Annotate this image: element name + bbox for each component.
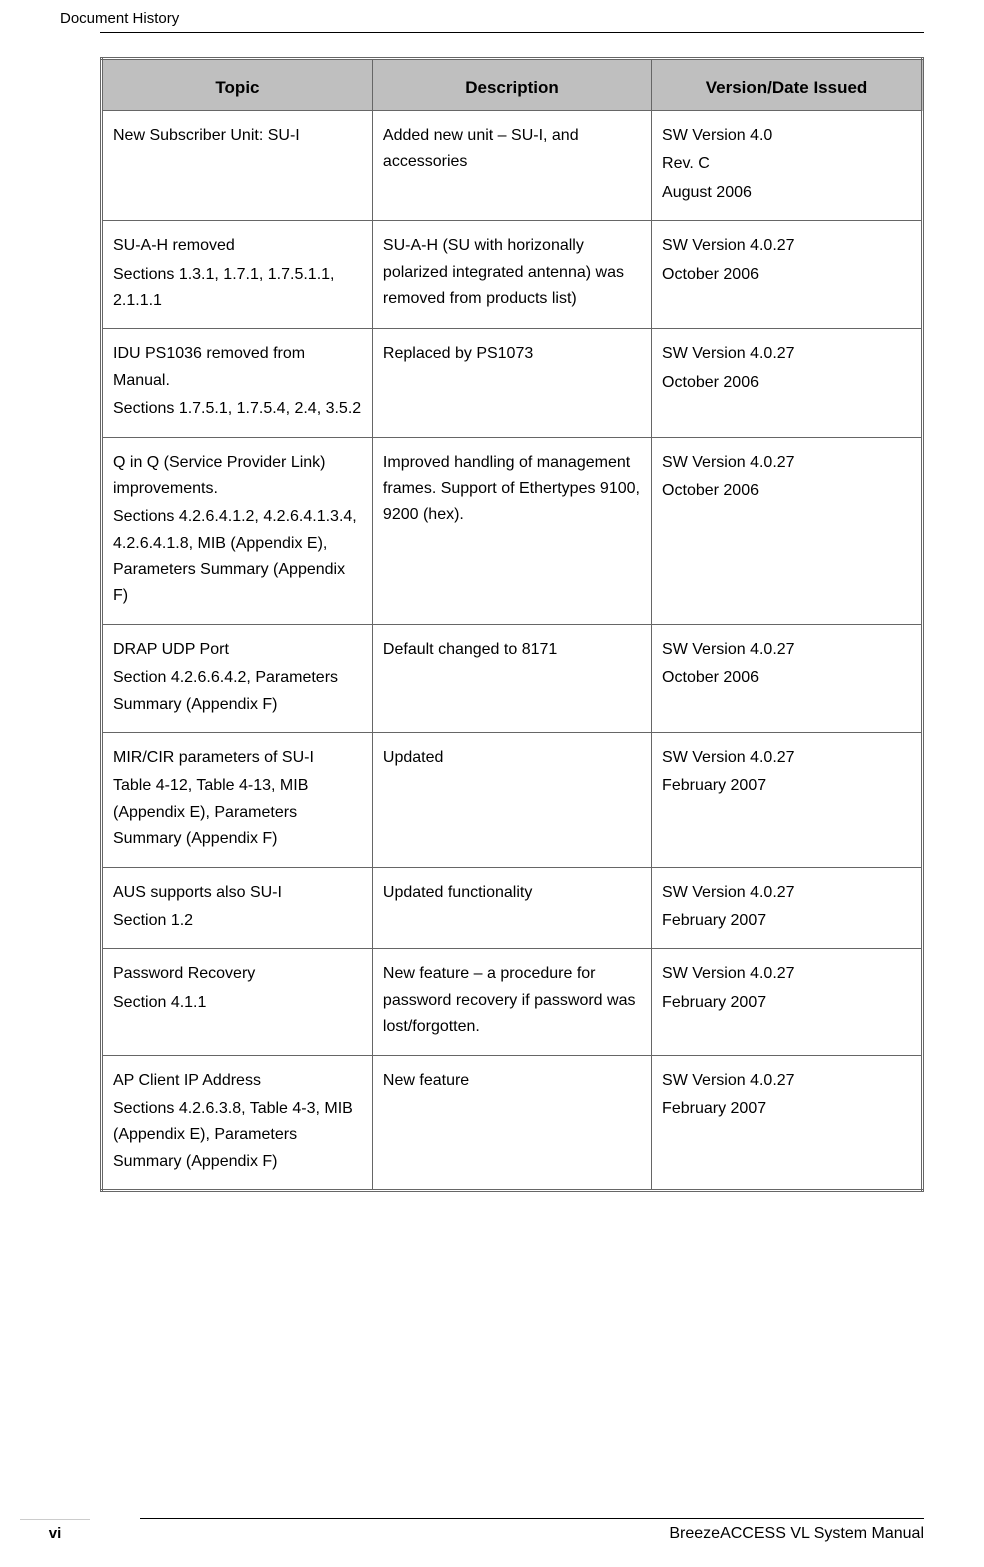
cell-topic: AP Client IP AddressSections 4.2.6.3.8, … [102,1055,373,1191]
cell-version-text: February 2007 [662,990,911,1016]
cell-topic: Password Recovery Section 4.1.1 [102,949,373,1055]
header-title: Document History [60,10,179,27]
cell-description: Updated [372,733,651,868]
col-header-topic: Topic [102,59,373,111]
cell-version: SW Version 4.0.27 February 2007 [652,949,923,1055]
cell-topic: SU-A-H removed Sections 1.3.1, 1.7.1, 1.7… [102,221,373,329]
cell-description-text: Added new unit – SU-I, and accessories [383,123,641,176]
cell-version: SW Version 4.0.27February 2007 [652,867,923,949]
cell-version-text: SW Version 4.0.27 [662,233,911,259]
cell-topic-text: AP Client IP Address [113,1068,362,1094]
cell-topic-text: SU-A-H removed [113,233,362,259]
cell-topic-text: Sections 4.2.6.3.8, Table 4-3, MIB (Appe… [113,1096,362,1175]
cell-topic-text: Password Recovery [113,961,362,987]
cell-version-text: SW Version 4.0 [662,123,911,149]
cell-version: SW Version 4.0.27 October 2006 [652,221,923,329]
cell-topic-text: Q in Q (Service Provider Link) improveme… [113,450,362,503]
cell-version: SW Version 4.0.27February 2007 [652,733,923,868]
cell-description: New feature – a procedure for password r… [372,949,651,1055]
cell-version-text: SW Version 4.0.27 [662,1068,911,1094]
cell-description-text: Replaced by PS1073 [383,341,641,367]
col-header-version: Version/Date Issued [652,59,923,111]
table-row: Q in Q (Service Provider Link) improveme… [102,437,923,624]
cell-version-text: August 2006 [662,180,911,206]
cell-topic: New Subscriber Unit: SU-I [102,111,373,221]
cell-version-text: October 2006 [662,665,911,691]
table-row: AUS supports also SU-ISection 1.2 Updated… [102,867,923,949]
table-body: New Subscriber Unit: SU-I Added new unit … [102,111,923,1191]
cell-description-text: Updated functionality [383,880,641,906]
cell-version-text: Rev. C [662,151,911,177]
page-footer: BreezeACCESS VL System Manual vi [60,1518,924,1543]
cell-version-text: February 2007 [662,908,911,934]
cell-version-text: SW Version 4.0.27 [662,341,911,367]
cell-description: New feature [372,1055,651,1191]
table-row: New Subscriber Unit: SU-I Added new unit … [102,111,923,221]
table-header-row: Topic Description Version/Date Issued [102,59,923,111]
cell-version-text: October 2006 [662,262,911,288]
cell-topic-text: MIR/CIR parameters of SU-I [113,745,362,771]
page-number: vi [20,1519,90,1547]
cell-topic-text: Section 4.2.6.6.4.2, Parameters Summary … [113,665,362,718]
cell-version-text: February 2007 [662,773,911,799]
document-page: Document History Topic Description Versi… [0,0,984,1567]
cell-version: SW Version 4.0.27October 2006 [652,624,923,732]
cell-description: Default changed to 8171 [372,624,651,732]
col-header-description: Description [372,59,651,111]
document-history-table: Topic Description Version/Date Issued Ne… [100,57,924,1192]
cell-version: SW Version 4.0Rev. C August 2006 [652,111,923,221]
footer-rule [140,1518,924,1519]
cell-description-text: Default changed to 8171 [383,637,641,663]
cell-topic-text: Section 4.1.1 [113,990,362,1016]
cell-version-text: SW Version 4.0.27 [662,745,911,771]
cell-topic-text: Section 1.2 [113,908,362,934]
cell-topic-text: AUS supports also SU-I [113,880,362,906]
cell-topic: MIR/CIR parameters of SU-ITable 4-12, Ta… [102,733,373,868]
cell-topic-text: Sections 4.2.6.4.1.2, 4.2.6.4.1.3.4, 4.2… [113,504,362,610]
table-row: DRAP UDP PortSection 4.2.6.6.4.2, Parame… [102,624,923,732]
cell-topic: Q in Q (Service Provider Link) improveme… [102,437,373,624]
cell-topic-text: DRAP UDP Port [113,637,362,663]
cell-version-text: SW Version 4.0.27 [662,961,911,987]
cell-topic: AUS supports also SU-ISection 1.2 [102,867,373,949]
cell-topic-text: Sections 1.7.5.1, 1.7.5.4, 2.4, 3.5.2 [113,396,362,422]
cell-version: SW Version 4.0.27February 2007 [652,1055,923,1191]
cell-version-text: SW Version 4.0.27 [662,637,911,663]
table-row: Password Recovery Section 4.1.1 New featur… [102,949,923,1055]
table-row: IDU PS1036 removed from Manual.Sections … [102,329,923,437]
table-row: MIR/CIR parameters of SU-ITable 4-12, Ta… [102,733,923,868]
cell-topic-text: New Subscriber Unit: SU-I [113,123,362,149]
cell-description-text: New feature [383,1068,641,1094]
cell-topic-text: IDU PS1036 removed from Manual. [113,341,362,394]
table-row: AP Client IP AddressSections 4.2.6.3.8, … [102,1055,923,1191]
cell-topic: DRAP UDP PortSection 4.2.6.6.4.2, Parame… [102,624,373,732]
cell-description-text: SU-A-H (SU with horizonally polarized in… [383,233,641,312]
cell-version-text: October 2006 [662,370,911,396]
footer-manual-title: BreezeACCESS VL System Manual [60,1525,924,1543]
cell-version-text: SW Version 4.0.27 [662,450,911,476]
cell-version-text: February 2007 [662,1096,911,1122]
cell-description-text: Improved handling of management frames. … [383,450,641,529]
cell-version-text: October 2006 [662,478,911,504]
cell-description: Updated functionality [372,867,651,949]
cell-description-text: New feature – a procedure for password r… [383,961,641,1040]
cell-topic: IDU PS1036 removed from Manual.Sections … [102,329,373,437]
cell-version: SW Version 4.0.27October 2006 [652,437,923,624]
cell-description: Improved handling of management frames. … [372,437,651,624]
table-row: SU-A-H removed Sections 1.3.1, 1.7.1, 1.7… [102,221,923,329]
cell-description: Replaced by PS1073 [372,329,651,437]
cell-version: SW Version 4.0.27 October 2006 [652,329,923,437]
cell-description: SU-A-H (SU with horizonally polarized in… [372,221,651,329]
cell-description-text: Updated [383,745,641,771]
cell-version-text: SW Version 4.0.27 [662,880,911,906]
page-header: Document History [100,0,924,33]
cell-topic-text: Table 4-12, Table 4-13, MIB (Appendix E)… [113,773,362,852]
cell-topic-text: Sections 1.3.1, 1.7.1, 1.7.5.1.1, 2.1.1.… [113,262,362,315]
cell-description: Added new unit – SU-I, and accessories [372,111,651,221]
